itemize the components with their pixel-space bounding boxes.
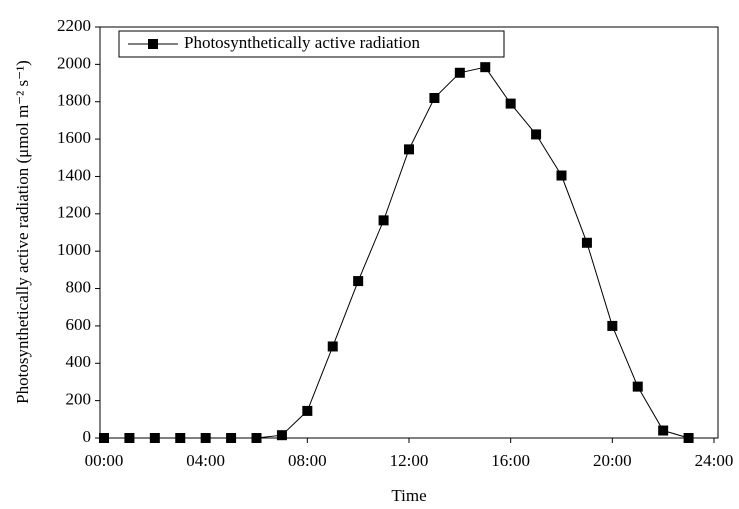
data-point [378,215,389,226]
data-point [226,433,237,443]
x-tick-label: 20:00 [593,451,632,470]
y-tick-label: 1800 [57,91,91,110]
y-tick-label: 1000 [57,240,91,259]
data-point [353,276,364,287]
data-point [149,433,160,443]
y-tick-label: 1600 [57,128,91,147]
data-point [404,144,414,155]
series-line [104,66,689,439]
y-tick-label: 2200 [57,16,91,35]
y-tick-label: 2000 [57,53,91,72]
x-tick-label: 16:00 [491,451,530,470]
data-point [531,129,542,140]
x-axis-label: Time [391,486,426,505]
x-tick-label: 00:00 [85,451,124,470]
data-point [99,433,109,443]
data-point [658,425,669,436]
x-tick-label: 04:00 [186,451,225,470]
data-point [429,92,440,103]
data-point [556,170,567,181]
x-tick-label: 24:00 [695,451,734,470]
y-tick-label: 200 [66,390,92,409]
data-point [683,433,694,443]
y-tick-label: 600 [66,315,92,334]
x-tick-label: 12:00 [390,451,429,470]
data-point [480,62,491,73]
x-tick-label: 08:00 [288,451,327,470]
data-point [124,433,135,443]
y-tick-label: 1200 [57,203,91,222]
data-point [581,237,592,248]
data-point [302,405,313,416]
data-point [200,433,211,443]
data-point [327,341,338,352]
y-tick-label: 0 [83,427,92,446]
data-point [175,433,186,443]
data-point [632,381,643,392]
data-point [505,98,516,109]
plot-frame [99,26,719,439]
data-point [251,433,262,443]
data-point [454,67,465,78]
data-point [276,430,287,441]
legend-marker [148,39,158,49]
y-tick-label: 400 [66,352,92,371]
y-tick-label: 800 [66,277,92,296]
y-tick-label: 1400 [57,165,91,184]
data-point [607,320,618,331]
legend-label: Photosynthetically active radiation [184,33,421,52]
legend-box [118,30,505,58]
y-axis-label: Photosynthetically active radiation (μmo… [13,60,32,404]
